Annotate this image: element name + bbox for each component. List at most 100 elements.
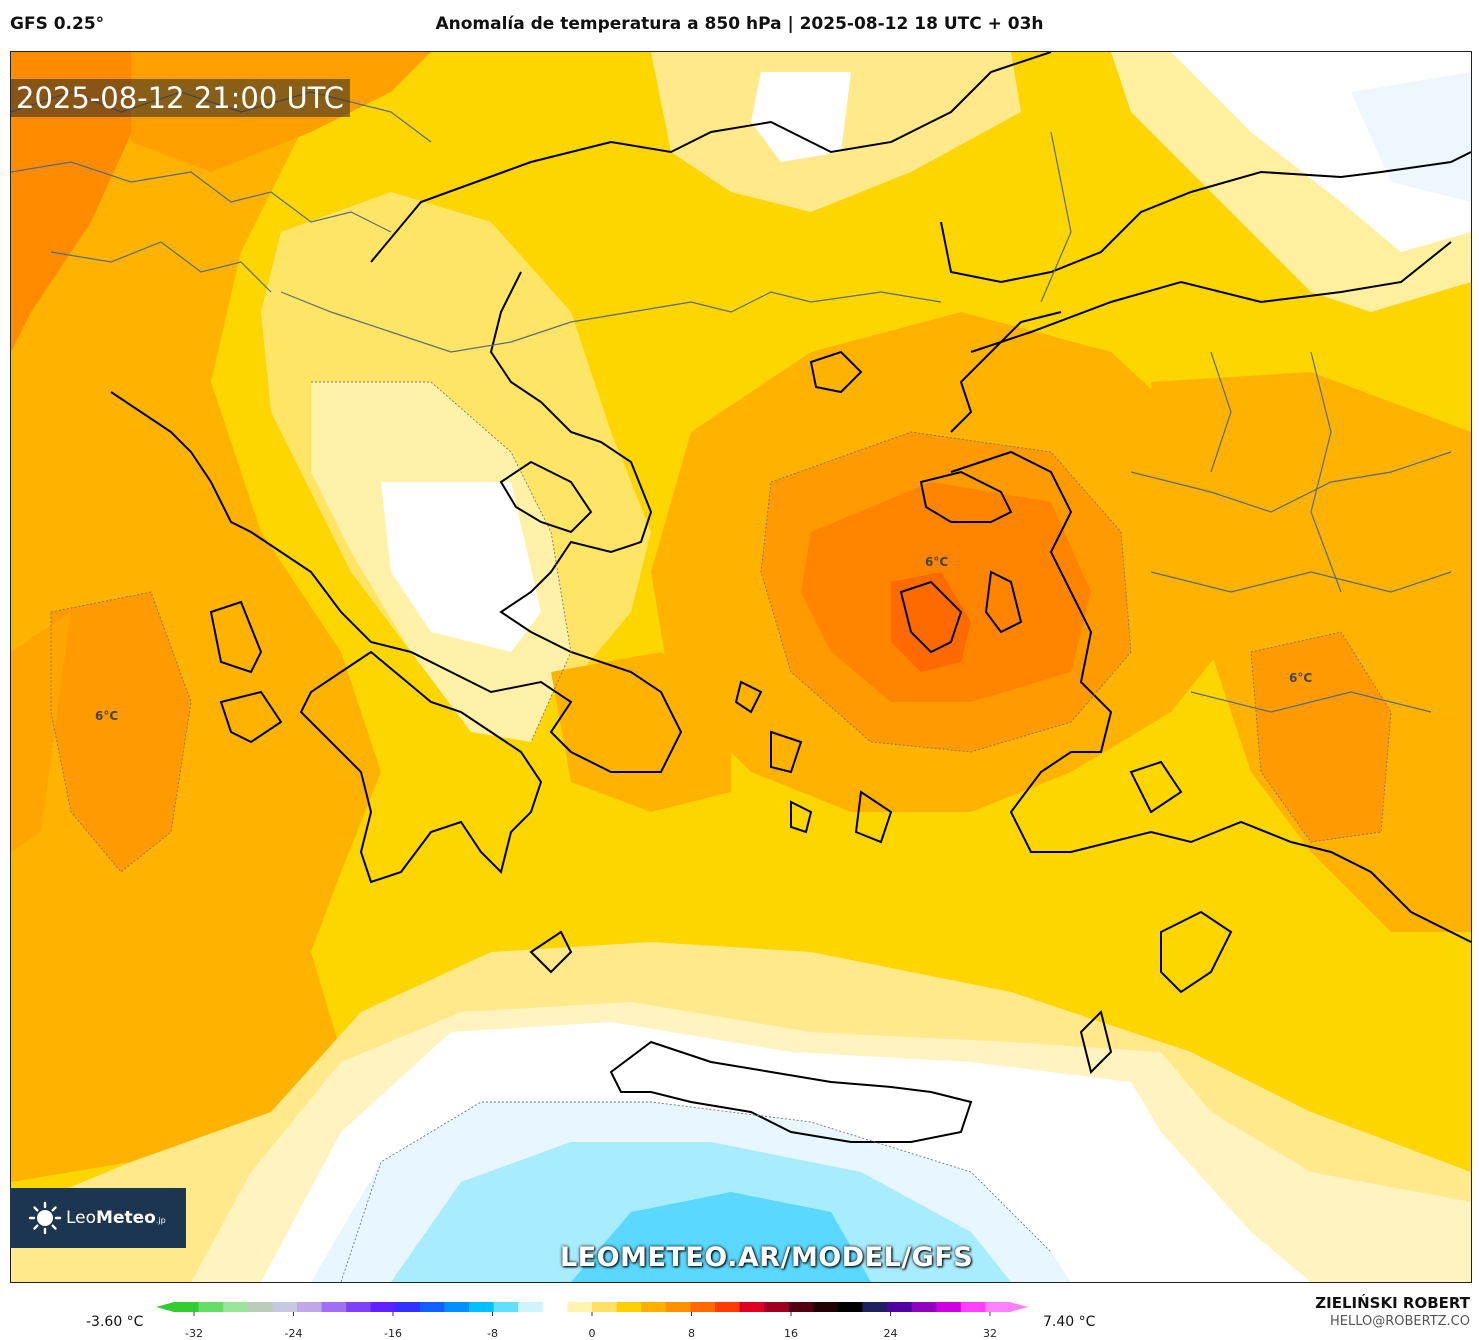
border-turkey-prov-4 <box>1210 351 1232 473</box>
coast-bodrum <box>1129 760 1183 814</box>
island-chios <box>899 580 963 654</box>
coast-peloponnese <box>299 650 543 884</box>
colorbar-cell <box>321 1302 347 1312</box>
island-chalkidiki <box>499 460 593 534</box>
colorbar-cell <box>813 1302 839 1312</box>
leometeo-logo[interactable]: LeoMeteo.jp <box>10 1188 186 1248</box>
field-inland-white <box>381 482 541 652</box>
colorbar-cell <box>223 1302 249 1312</box>
colorbar-cells <box>156 1302 1028 1312</box>
field-ne-blue <box>1351 72 1471 202</box>
contour-label-aegean: 6°C <box>925 555 948 569</box>
field-north-white <box>751 72 851 162</box>
field-pelop-warm <box>551 652 731 812</box>
colorbar-cell <box>247 1302 273 1312</box>
colorbar-cell <box>887 1302 913 1312</box>
colorbar-high-arrow <box>1010 1302 1028 1312</box>
island-zakynthos <box>219 690 283 744</box>
colorbar-cell <box>862 1302 888 1312</box>
contour-0c <box>340 1101 1052 1282</box>
contour-6c-west <box>50 591 192 873</box>
colorbar-cell <box>518 1302 544 1312</box>
colorbar-cell <box>592 1302 618 1312</box>
logo-wordmark: LeoMeteo.jp <box>66 1208 166 1228</box>
island-rhodes <box>1160 910 1233 994</box>
colorbar-cell <box>936 1302 962 1312</box>
coastlines <box>110 52 1471 1143</box>
colorbar-cell <box>960 1302 986 1312</box>
contour-6c-aegean <box>760 431 1132 753</box>
colorbar-max-label: 7.40 °C <box>1043 1314 1096 1330</box>
coast-greece-mainland <box>110 271 683 773</box>
colorbar-tick-label: 32 <box>983 1327 997 1340</box>
colorbar-cell <box>764 1302 790 1312</box>
author-name: ZIELIŃSKI ROBERT <box>1315 1294 1470 1312</box>
field-south-deepblue <box>571 1192 871 1282</box>
colorbar-cell <box>198 1302 224 1312</box>
colorbar-tick-label: -16 <box>384 1327 402 1340</box>
colorbar-tick-label: -32 <box>185 1327 203 1340</box>
colorbar-cell <box>469 1302 495 1312</box>
border-turkey-prov-2 <box>1150 571 1452 593</box>
colorbar-cell <box>788 1302 814 1312</box>
island-kefalonia <box>209 600 263 674</box>
island-tinos <box>770 730 803 774</box>
island-naxos <box>790 800 813 834</box>
colorbar-cell <box>296 1302 323 1312</box>
field-nw-dark <box>11 52 141 352</box>
field-west-edge <box>11 612 71 852</box>
contour-pale-inland <box>311 381 572 743</box>
colorbar-tick-label: 24 <box>884 1327 898 1340</box>
map-canvas: 6°C 6°C 6°C <box>11 52 1471 1282</box>
colorbar-cell <box>542 1302 568 1312</box>
colorbar-cell <box>665 1302 691 1312</box>
border-balkans-2 <box>50 241 272 293</box>
contour-label-west: 6°C <box>95 709 118 723</box>
contour-lines <box>50 381 1392 1282</box>
map-title: Anomalía de temperatura a 850 hPa | 2025… <box>435 14 1044 34</box>
colorbar-cell <box>370 1302 396 1312</box>
island-kos <box>854 790 893 844</box>
border-turkey-prov-1 <box>1130 451 1452 513</box>
border-balkans-1 <box>11 161 392 233</box>
field-east-core <box>1251 632 1391 842</box>
colorbar-cell <box>444 1302 470 1312</box>
colorbar-cell <box>714 1302 741 1312</box>
colorbar: -32 -24 -16 -8 0 8 16 24 32 <box>156 1302 1028 1340</box>
model-label: GFS 0.25° <box>10 14 105 34</box>
colorbar-tick-label: 8 <box>688 1327 695 1340</box>
colorbar-cell <box>837 1302 863 1312</box>
border-turkey-prov-3 <box>1190 691 1432 713</box>
colorbar-cell <box>641 1302 667 1312</box>
colorbar-cell <box>616 1302 642 1312</box>
colorbar-cell <box>419 1302 445 1312</box>
anomaly-map[interactable]: 6°C 6°C 6°C <box>10 51 1472 1283</box>
colorbar-tick-label: -8 <box>487 1327 498 1340</box>
border-bulgaria-turkey <box>1040 131 1072 303</box>
colorbar-cell <box>567 1302 593 1312</box>
coast-marmara <box>970 241 1452 353</box>
colorbar-tick-label: 0 <box>589 1327 596 1340</box>
field-west-core <box>51 592 191 872</box>
colorbar-low-arrow <box>156 1302 174 1312</box>
author-email: HELLO@ROBERTZ.CO <box>1329 1314 1470 1329</box>
watermark-url: LEOMETEO.AR/MODEL/GFS <box>560 1242 974 1273</box>
island-karpathos <box>1079 1010 1113 1074</box>
colorbar-cell <box>272 1302 298 1312</box>
coast-anatolia-west <box>950 450 1471 943</box>
island-lesbos <box>919 470 1013 523</box>
colorbar-cell <box>346 1302 372 1312</box>
contour-6c-east <box>1250 631 1392 843</box>
island-kythira <box>529 930 573 974</box>
valid-time-stamp: 2025-08-12 21:00 UTC <box>10 79 351 117</box>
colorbar-min-label: -3.60 °C <box>86 1314 144 1330</box>
border-turkey-prov-5 <box>1310 351 1342 593</box>
island-samos <box>984 570 1023 634</box>
island-thasos <box>809 350 863 394</box>
colorbar-cell <box>690 1302 716 1312</box>
coast-north <box>370 52 1052 263</box>
coast-dardanelles <box>950 311 1062 433</box>
field-west-orange <box>11 52 381 1182</box>
island-crete <box>609 1040 973 1143</box>
colorbar-cell <box>174 1302 200 1312</box>
